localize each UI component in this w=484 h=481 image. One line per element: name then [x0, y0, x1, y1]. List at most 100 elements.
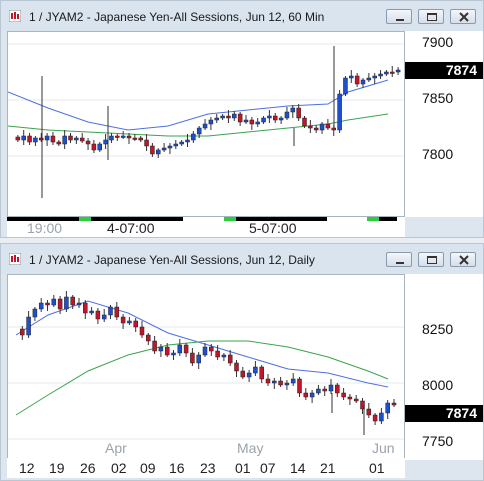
candle-body	[384, 71, 389, 75]
daily-title-bar[interactable]: 1 / JYAM2 - Japanese Yen-All Sessions, J…	[1, 244, 483, 274]
candle-body	[265, 378, 271, 384]
daily-candlestick-chart	[8, 291, 404, 440]
candle-body	[150, 145, 155, 155]
candle-body	[232, 113, 237, 119]
time-label: 19:00	[27, 220, 63, 236]
candle-body	[253, 366, 258, 374]
candle-body	[272, 380, 277, 384]
candle-body	[379, 412, 384, 422]
minimize-button[interactable]	[386, 252, 412, 267]
hourly-time-axis[interactable]: 19:00 4-07:00 5-07:00	[7, 217, 405, 237]
candle-body	[319, 123, 325, 131]
candle-body	[208, 119, 214, 125]
candle-body	[196, 127, 202, 135]
last-price-tag: 7874	[405, 405, 483, 422]
candle-body	[391, 402, 397, 406]
candle-body	[202, 123, 208, 129]
candle-body	[164, 346, 170, 356]
candle-body	[101, 314, 107, 320]
candle-body	[390, 71, 395, 74]
candle-body	[221, 354, 227, 358]
candle-body	[296, 107, 301, 119]
candle-body	[152, 340, 157, 352]
daily-price-axis[interactable]: 8250 8000 7750 7874	[405, 274, 483, 460]
candle-body	[39, 137, 44, 141]
candle-body	[62, 135, 67, 145]
day-label: 01	[369, 460, 385, 476]
candle-body	[360, 79, 366, 85]
session-marker	[367, 217, 379, 221]
candle-body	[70, 296, 75, 306]
candle-body	[366, 77, 372, 81]
candle-body	[353, 398, 359, 402]
session-marker	[79, 217, 91, 221]
minimize-button[interactable]	[386, 9, 412, 24]
candle-body	[303, 392, 309, 398]
day-label: 09	[140, 460, 156, 476]
candle-body	[79, 137, 85, 142]
candle-body	[138, 137, 143, 141]
session-gap	[183, 217, 225, 221]
candle-body	[366, 408, 372, 416]
candle-body	[133, 320, 138, 328]
daily-price-plot[interactable]	[7, 274, 405, 460]
candle-body	[343, 77, 348, 95]
candle-body	[220, 115, 225, 119]
candle-body	[191, 133, 196, 141]
candle-body	[167, 145, 173, 149]
candle-body	[255, 121, 260, 125]
candle-body	[173, 143, 179, 147]
candle-body	[32, 308, 38, 318]
candle-body	[56, 141, 62, 145]
daily-chart-window: 1 / JYAM2 - Japanese Yen-All Sessions, J…	[0, 243, 484, 481]
candle-body	[33, 137, 38, 143]
hourly-price-plot[interactable]	[7, 31, 405, 217]
candle-body	[284, 111, 290, 119]
candle-body	[246, 372, 252, 378]
candle-body	[103, 139, 108, 145]
hourly-chart-window: 1 / JYAM2 - Japanese Yen-All Sessions, J…	[0, 0, 484, 238]
close-icon	[459, 255, 469, 265]
candle-body	[68, 135, 73, 141]
candle-body	[115, 135, 120, 138]
price-tick-label: 7800	[422, 146, 454, 162]
close-button[interactable]	[450, 252, 476, 267]
candle-body	[278, 117, 284, 121]
price-tick-label: 7900	[422, 34, 454, 50]
session-marker	[224, 217, 236, 221]
day-label: 21	[320, 460, 336, 476]
candle-body	[161, 147, 167, 151]
candle-body	[378, 73, 383, 77]
candle-body	[331, 127, 336, 131]
daily-time-axis[interactable]: Apr May Jun 12 19 26 02 09 16 23 01 07 1…	[7, 436, 405, 480]
hourly-price-axis[interactable]: 7900 7850 7800 7874	[405, 31, 483, 217]
candle-body	[278, 380, 283, 386]
candle-body	[297, 378, 302, 394]
day-label: 12	[19, 460, 35, 476]
candle-body	[177, 344, 183, 354]
candle-body	[240, 370, 246, 378]
candle-body	[108, 306, 113, 316]
maximize-button[interactable]	[418, 9, 444, 24]
candle-body	[335, 384, 340, 394]
candle-body	[385, 402, 390, 414]
fast-moving-average-line	[7, 79, 389, 131]
candle-body	[215, 350, 220, 358]
candle-body	[322, 388, 327, 392]
candle-body	[309, 392, 315, 398]
candle-body	[179, 141, 184, 145]
candle-body	[126, 135, 132, 139]
hourly-window-title: 1 / JYAM2 - Japanese Yen-All Sessions, J…	[29, 10, 325, 24]
close-button[interactable]	[450, 9, 476, 24]
candle-body	[20, 328, 25, 336]
day-label: 01	[235, 460, 251, 476]
hourly-title-bar[interactable]: 1 / JYAM2 - Japanese Yen-All Sessions, J…	[1, 1, 483, 31]
candle-body	[372, 414, 378, 422]
candle-body	[341, 392, 346, 398]
slow-moving-average-line	[7, 113, 389, 137]
candle-body	[183, 344, 189, 354]
price-tick-label: 8000	[422, 377, 454, 393]
day-label: 23	[200, 460, 216, 476]
candle-body	[114, 306, 120, 318]
maximize-button[interactable]	[418, 252, 444, 267]
